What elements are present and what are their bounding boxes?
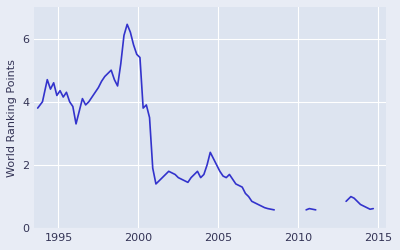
Y-axis label: World Ranking Points: World Ranking Points	[7, 59, 17, 176]
